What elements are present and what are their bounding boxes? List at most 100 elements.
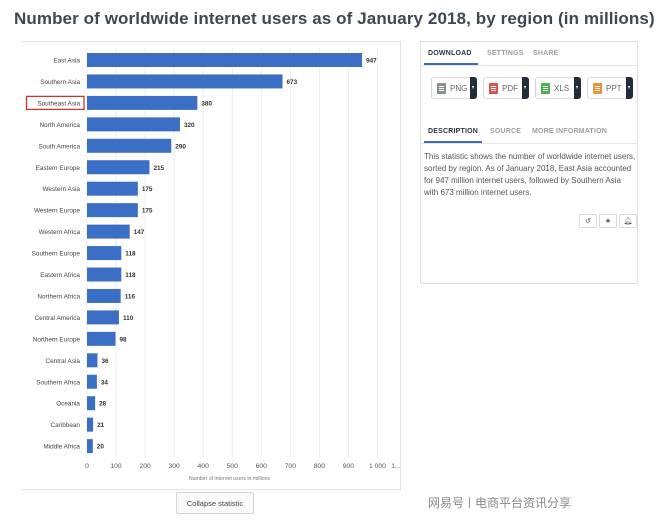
category-label: Southern Europe [32,251,81,258]
value-label: 673 [286,79,297,86]
active-tab-underline [424,63,478,65]
value-label: 116 [125,293,136,300]
category-label: Southeast Asia [37,100,80,107]
x-tick-label: 600 [256,463,268,470]
tab-description[interactable]: DESCRIPTION [428,128,479,135]
category-label: North America [40,122,81,129]
category-label: Southern Africa [36,379,80,386]
active-tab-underline [424,141,482,143]
value-label: 320 [184,122,195,129]
bar [87,160,150,175]
value-label: 215 [153,165,164,172]
dropdown-caret-icon[interactable] [522,77,529,99]
ppt-file-icon [593,83,602,94]
bar [87,417,94,432]
download-ppt-button[interactable]: PPT [587,77,633,99]
download-format-label: PPT [606,84,622,93]
info-tabs: DESCRIPTION SOURCE MORE INFORMATION [421,120,637,144]
category-label: Eastern Africa [40,272,80,279]
x-tick-label: 700 [285,463,297,470]
bar [87,374,97,389]
watermark-separator [469,497,471,508]
value-label: 21 [97,422,105,429]
bar [87,288,121,303]
category-label: Oceania [56,401,80,408]
category-label: Eastern Europe [36,165,81,172]
dropdown-caret-icon[interactable] [574,77,581,99]
value-label: 110 [123,315,134,322]
xls-file-icon [541,83,550,94]
download-png-button[interactable]: PNG [431,77,477,99]
download-xls-button[interactable]: XLS [535,77,581,99]
tab-share[interactable]: SHARE [533,50,559,57]
category-label: East Asia [53,58,80,65]
dropdown-caret-icon[interactable] [470,77,477,99]
value-label: 147 [134,229,145,236]
x-tick-label: 300 [168,463,180,470]
bar-chart: East Asia 947 Southern Asia 673 Southeast As… [25,47,400,482]
page-title: Number of worldwide internet users as of… [14,9,655,28]
highlight-box [25,95,85,111]
bar [87,224,130,239]
download-format-label: PDF [502,84,518,93]
category-label: Western Africa [39,229,81,236]
x-tick-label: 0 [85,463,89,470]
value-label: 290 [175,143,186,150]
download-pdf-button[interactable]: PDF [483,77,529,99]
favorite-button[interactable]: ★ [599,214,617,228]
bar [87,353,98,368]
x-tick-label: 900 [343,463,355,470]
value-label: 175 [142,208,153,215]
tab-settings[interactable]: SETTINGS [487,50,524,57]
category-label: Northern Europe [33,336,81,343]
bar [87,181,138,196]
bar [87,117,180,132]
bar [87,246,122,261]
bar [87,310,119,325]
star-icon: ★ [604,218,612,225]
bar [87,396,96,411]
watermark-account: 电商平台资讯分享 [475,496,572,510]
chart-container: East Asia 947 Southern Asia 673 Southeast As… [22,41,401,490]
category-label: Northern Africa [37,293,80,300]
download-tabs: DOWNLOAD SETTINGS SHARE [421,42,637,66]
category-label: Western Asia [42,186,80,193]
bar [87,439,93,454]
tab-more-information[interactable]: MORE INFORMATION [532,128,608,135]
download-format-label: PNG [450,84,468,93]
category-label: Western Europe [34,208,81,215]
bar [87,331,116,346]
collapse-statistic-button[interactable]: Collapse statistic [176,492,254,514]
value-label: 34 [101,379,109,386]
side-panel: DOWNLOAD SETTINGS SHARE PNG PDF XLS PPT DES… [420,41,638,284]
value-label: 175 [142,186,153,193]
x-tick-label: 1 000 [369,463,386,470]
watermark-source: 网易号 [428,496,465,510]
value-label: 118 [125,272,136,279]
x-tick-label: 500 [227,463,239,470]
tab-divider [421,65,637,66]
bar [87,267,122,282]
tab-download[interactable]: DOWNLOAD [428,50,472,57]
dropdown-caret-icon[interactable] [626,77,633,99]
value-label: 380 [201,100,212,107]
x-tick-label: 800 [314,463,326,470]
category-label: Middle Africa [43,444,80,451]
x-axis-title: Number of internet users in millions [189,476,271,482]
history-icon: ↺ [585,218,591,225]
value-label: 98 [119,336,127,343]
history-button[interactable]: ↺ [579,214,597,228]
tab-source[interactable]: SOURCE [490,128,522,135]
description-text: This statistic shows the number of world… [424,152,636,197]
x-tick-label: 1... [391,463,400,470]
category-label: Central Asia [46,358,81,365]
bar [87,138,172,153]
category-label: Central America [35,315,81,322]
notification-button[interactable]: 🔔︎ [619,214,637,228]
tab-divider [421,143,637,144]
bar [87,95,198,110]
png-file-icon [437,83,446,94]
value-label: 36 [101,358,109,365]
x-tick-label: 400 [198,463,210,470]
value-label: 20 [97,444,105,451]
